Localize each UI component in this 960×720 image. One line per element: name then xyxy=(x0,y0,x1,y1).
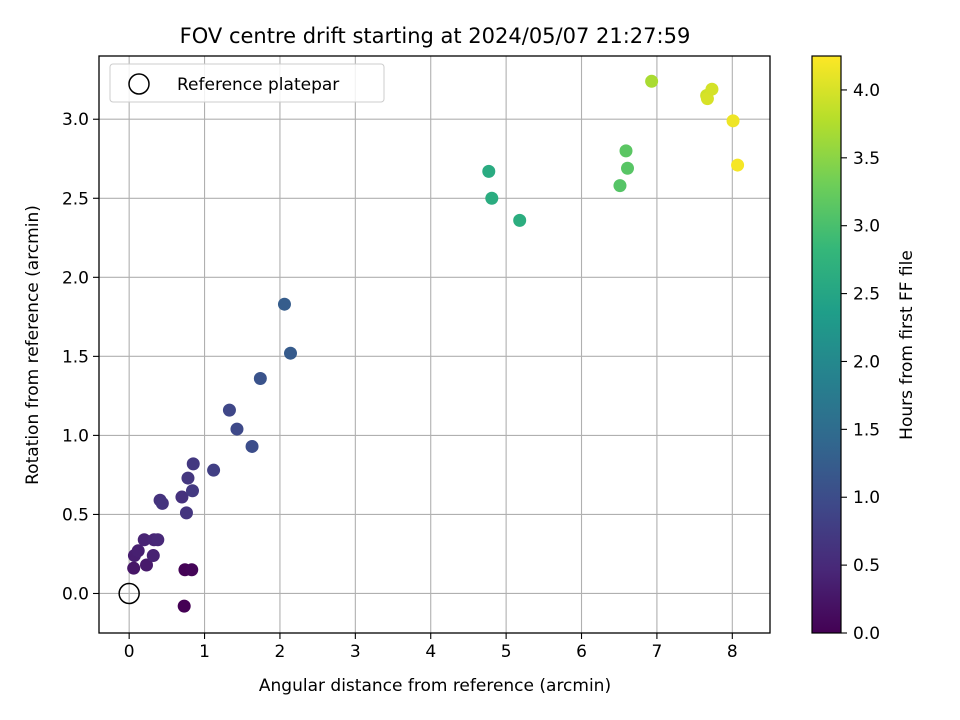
data-point xyxy=(179,506,193,520)
colorbar-fill xyxy=(812,56,841,633)
colorbar-tick-label: 2.0 xyxy=(853,352,880,372)
colorbar-tick-label: 1.5 xyxy=(853,420,880,440)
x-tick-label: 8 xyxy=(727,642,738,662)
data-point xyxy=(645,74,659,88)
plot-frame xyxy=(98,55,771,634)
y-tick-label: 0.0 xyxy=(62,584,89,604)
data-point xyxy=(131,544,145,558)
data-point xyxy=(181,471,195,485)
colorbar-label: Hours from first FF file xyxy=(897,250,917,440)
colorbar-tick-label: 4.0 xyxy=(853,81,880,101)
x-tick-label: 0 xyxy=(124,642,135,662)
data-point xyxy=(186,457,200,471)
data-point xyxy=(185,484,199,498)
colorbar-tick-label: 2.5 xyxy=(853,285,880,305)
chart-title: FOV centre drift starting at 2024/05/07 … xyxy=(180,24,691,48)
y-tick-label: 2.0 xyxy=(62,268,89,288)
colorbar-tick-label: 3.5 xyxy=(853,149,880,169)
colorbar-tick-label: 0.5 xyxy=(853,556,880,576)
data-point xyxy=(245,439,259,453)
x-tick-label: 6 xyxy=(576,642,587,662)
data-point xyxy=(222,403,236,417)
data-point xyxy=(731,158,745,172)
legend-marker-icon xyxy=(128,73,150,95)
x-tick-label: 5 xyxy=(501,642,512,662)
y-tick-label: 1.0 xyxy=(62,426,89,446)
data-point xyxy=(185,563,199,577)
data-point xyxy=(230,422,244,436)
y-tick-label: 0.5 xyxy=(62,505,89,525)
data-point xyxy=(513,213,527,227)
x-tick-label: 3 xyxy=(350,642,361,662)
x-tick-label: 2 xyxy=(275,642,286,662)
y-tick-label: 2.5 xyxy=(62,189,89,209)
data-point xyxy=(253,371,267,385)
grid-lines xyxy=(99,56,770,633)
data-point xyxy=(485,191,499,205)
x-tick-label: 7 xyxy=(651,642,662,662)
y-tick-label: 1.5 xyxy=(62,347,89,367)
data-point xyxy=(151,533,165,547)
data-point xyxy=(139,558,153,572)
y-axis-label: Rotation from reference (arcmin) xyxy=(23,205,43,485)
colorbar-tick-label: 3.0 xyxy=(853,217,880,237)
data-point xyxy=(621,161,635,175)
y-tick-label: 3.0 xyxy=(62,110,89,130)
reference-platepar-marker xyxy=(118,582,140,605)
data-point xyxy=(207,463,221,477)
x-axis-ticks: 0 1 2 3 4 5 6 7 8 xyxy=(124,633,738,662)
legend-label: Reference platepar xyxy=(177,75,339,95)
data-point xyxy=(155,496,169,510)
data-point xyxy=(146,549,160,563)
data-point xyxy=(137,533,151,547)
x-tick-label: 1 xyxy=(199,642,210,662)
x-tick-label: 4 xyxy=(425,642,436,662)
data-point xyxy=(726,114,740,128)
colorbar-tick-label: 0.0 xyxy=(853,624,880,644)
data-point xyxy=(277,297,291,311)
y-axis-ticks: 0.0 0.5 1.0 1.5 2.0 2.5 3.0 xyxy=(62,110,99,604)
colorbar: 0.0 0.5 1.0 1.5 2.0 2.5 3.0 3.5 4.0 Hours from f… xyxy=(811,55,917,644)
data-point xyxy=(705,82,719,96)
legend-box xyxy=(109,63,385,103)
data-point xyxy=(283,346,297,360)
reference-marker-layer xyxy=(118,582,140,605)
data-point xyxy=(482,164,496,178)
scatter-points xyxy=(127,74,745,613)
data-point xyxy=(177,599,191,613)
legend: Reference platepar xyxy=(109,63,385,103)
data-point xyxy=(619,144,633,158)
data-point xyxy=(175,490,189,504)
data-point xyxy=(127,561,141,575)
data-point xyxy=(613,179,627,193)
colorbar-frame xyxy=(811,55,842,634)
colorbar-tick-label: 1.0 xyxy=(853,488,880,508)
x-axis-label: Angular distance from reference (arcmin) xyxy=(259,676,611,696)
colorbar-ticks: 0.0 0.5 1.0 1.5 2.0 2.5 3.0 3.5 4.0 xyxy=(841,81,880,644)
